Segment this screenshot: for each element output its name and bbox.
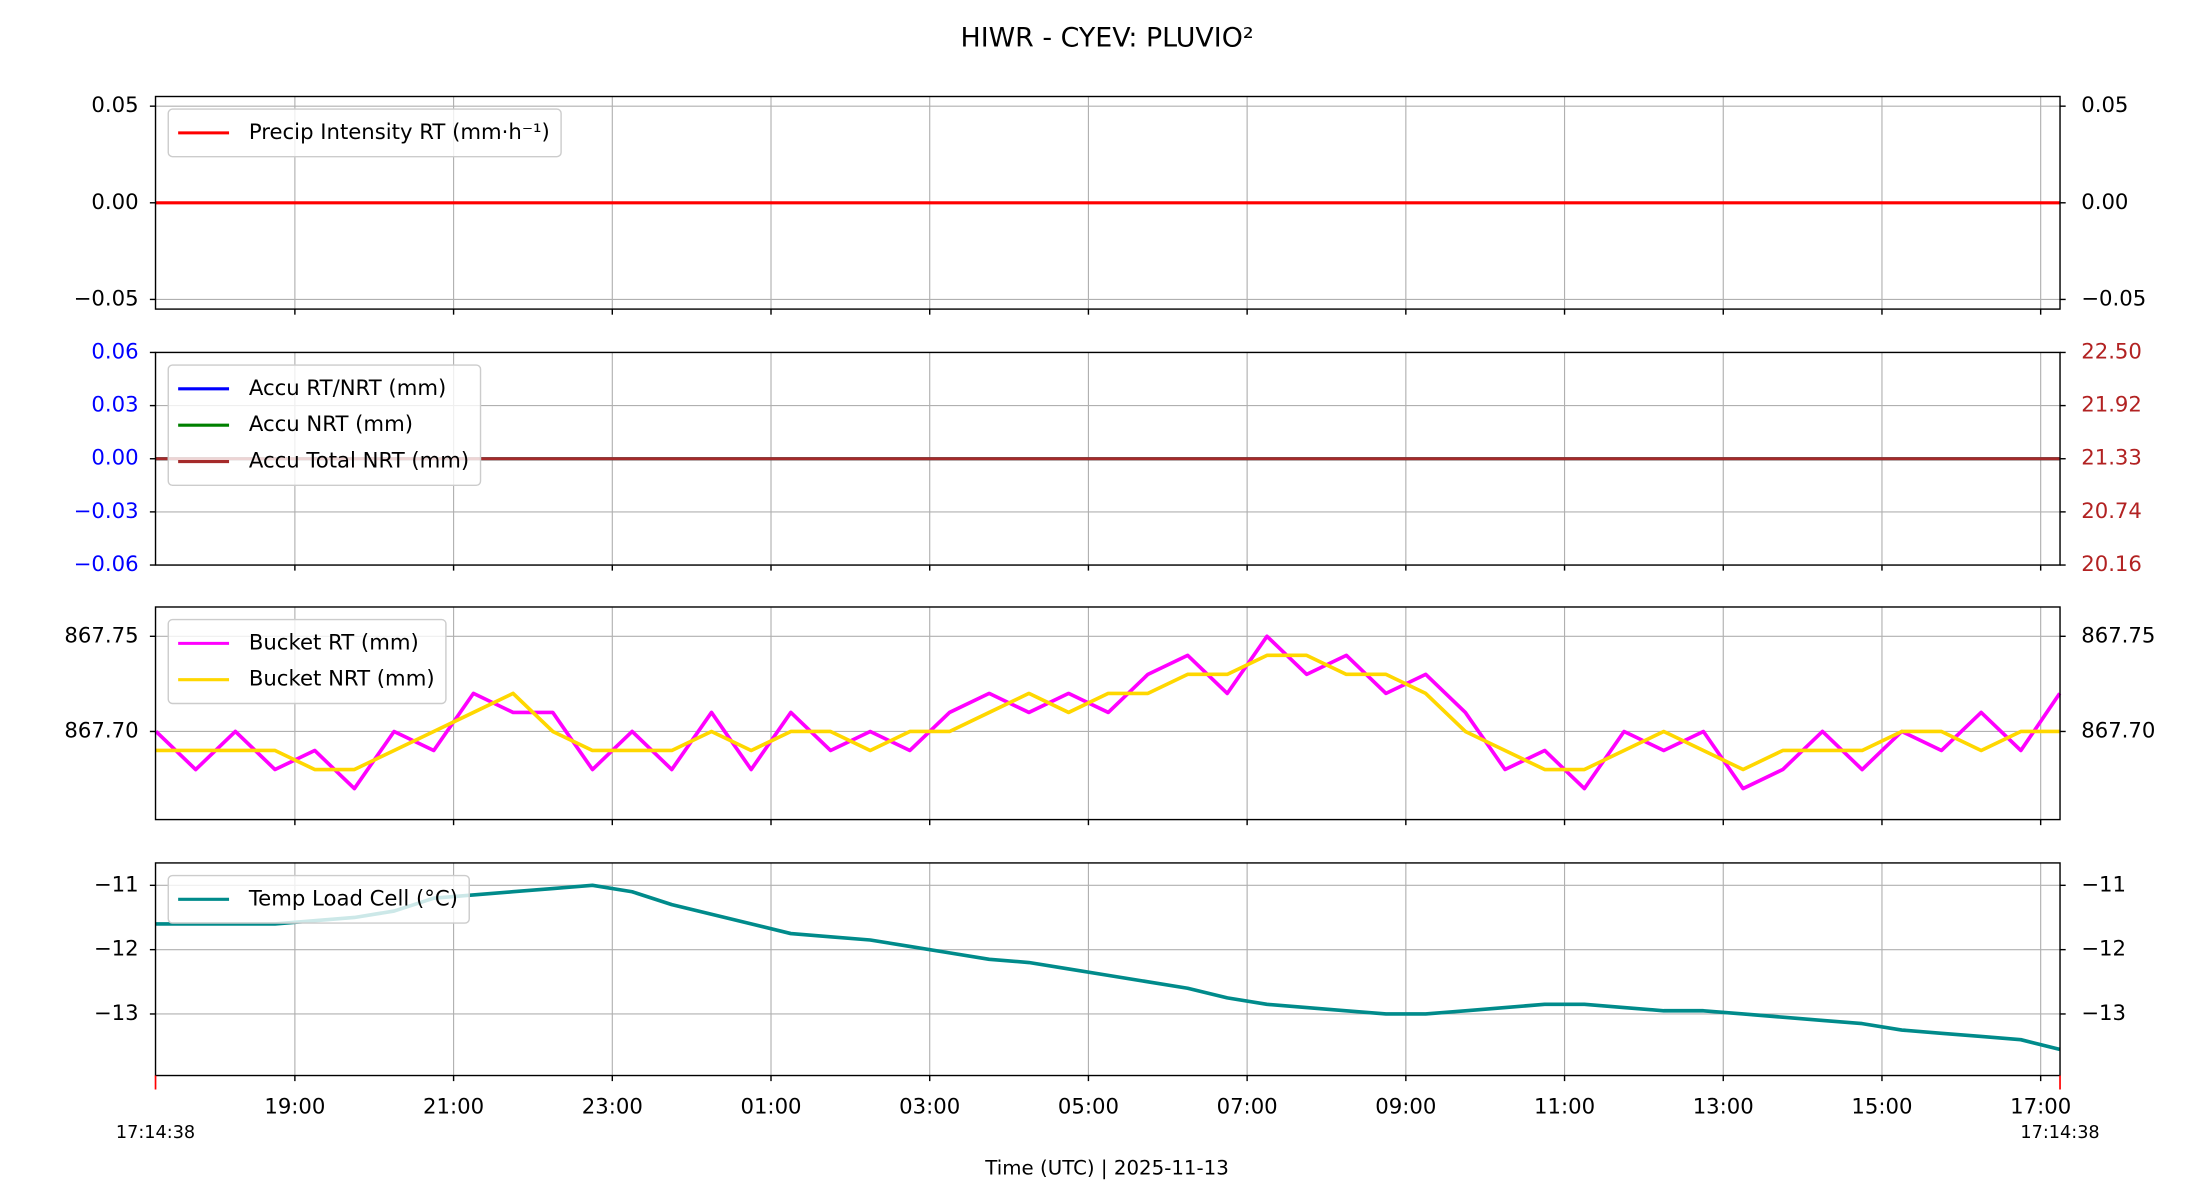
y-tick-label: −0.05 (74, 286, 139, 311)
y2-tick-label: 0.00 (2081, 189, 2128, 214)
x-tick-label: 13:00 (1693, 1094, 1754, 1119)
y-tick-label: 0.03 (91, 392, 138, 417)
plot-frame (154, 95, 2061, 310)
x-tick-label: 19:00 (264, 1094, 325, 1119)
y2-tick-label: 21.33 (2081, 445, 2142, 470)
chart-title: HIWR - CYEV: PLUVIO² (961, 23, 1254, 54)
x-tick-label: 07:00 (1217, 1094, 1278, 1119)
legend-label: Temp Load Cell (°C) (248, 885, 458, 910)
y2-tick-label: −0.05 (2081, 286, 2146, 311)
y-tick-label: 867.70 (64, 718, 138, 743)
x-tick-label: 09:00 (1375, 1094, 1436, 1119)
x-end-label: 17:14:38 (116, 1123, 195, 1143)
legend-label: Accu NRT (mm) (249, 411, 413, 436)
y-tick-label: −0.06 (74, 551, 139, 576)
series-line (156, 653, 2060, 772)
y2-tick-label: 867.70 (2081, 718, 2155, 743)
y-tick-label: 867.75 (64, 622, 138, 647)
x-tick-label: 21:00 (423, 1094, 484, 1119)
y2-tick-label: 20.74 (2081, 498, 2142, 523)
y-tick-label: 0.00 (91, 445, 138, 470)
y-tick-label: 0.06 (91, 339, 138, 364)
x-tick-label: 23:00 (582, 1094, 643, 1119)
y2-tick-label: 22.50 (2081, 339, 2142, 364)
plot-frame (154, 862, 2061, 1077)
y-tick-label: 0.00 (91, 189, 138, 214)
x-tick-label: 05:00 (1058, 1094, 1119, 1119)
y2-tick-label: 21.92 (2081, 392, 2142, 417)
plot-frame (154, 606, 2061, 821)
y-tick-label: −12 (94, 936, 139, 961)
legend-label: Bucket NRT (mm) (249, 666, 435, 691)
y-tick-label: −11 (94, 871, 139, 896)
x-tick-label: 17:00 (2010, 1094, 2071, 1119)
x-axis-label: Time (UTC) | 2025-11-13 (984, 1157, 1229, 1180)
legend-box (167, 874, 470, 924)
legend-box (167, 108, 562, 158)
x-tick-label: 03:00 (899, 1094, 960, 1119)
y2-tick-label: 867.75 (2081, 622, 2155, 647)
legend-label: Accu Total NRT (mm) (249, 448, 469, 473)
x-tick-label: 15:00 (1851, 1094, 1912, 1119)
legend-box (167, 364, 482, 487)
x-tick-label: 01:00 (740, 1094, 801, 1119)
legend-label: Precip Intensity RT (mm·h⁻¹) (249, 119, 550, 144)
x-tick-label: 11:00 (1534, 1094, 1595, 1119)
y2-tick-label: 0.05 (2081, 92, 2128, 117)
y-tick-label: −0.03 (74, 498, 139, 523)
legend-label: Accu RT/NRT (mm) (249, 375, 446, 400)
plot-frame (154, 351, 2061, 566)
y-tick-label: −13 (94, 1000, 139, 1025)
y-tick-label: 0.05 (91, 92, 138, 117)
legend-label: Bucket RT (mm) (249, 629, 419, 654)
y2-tick-label: −12 (2081, 936, 2126, 961)
y2-tick-label: −13 (2081, 1000, 2126, 1025)
series-line (156, 883, 2061, 1052)
y2-tick-label: −11 (2081, 871, 2126, 896)
legend-box (167, 618, 447, 705)
y2-tick-label: 20.16 (2081, 551, 2142, 576)
x-end-label: 17:14:38 (2020, 1123, 2099, 1143)
series-line (154, 634, 2062, 791)
